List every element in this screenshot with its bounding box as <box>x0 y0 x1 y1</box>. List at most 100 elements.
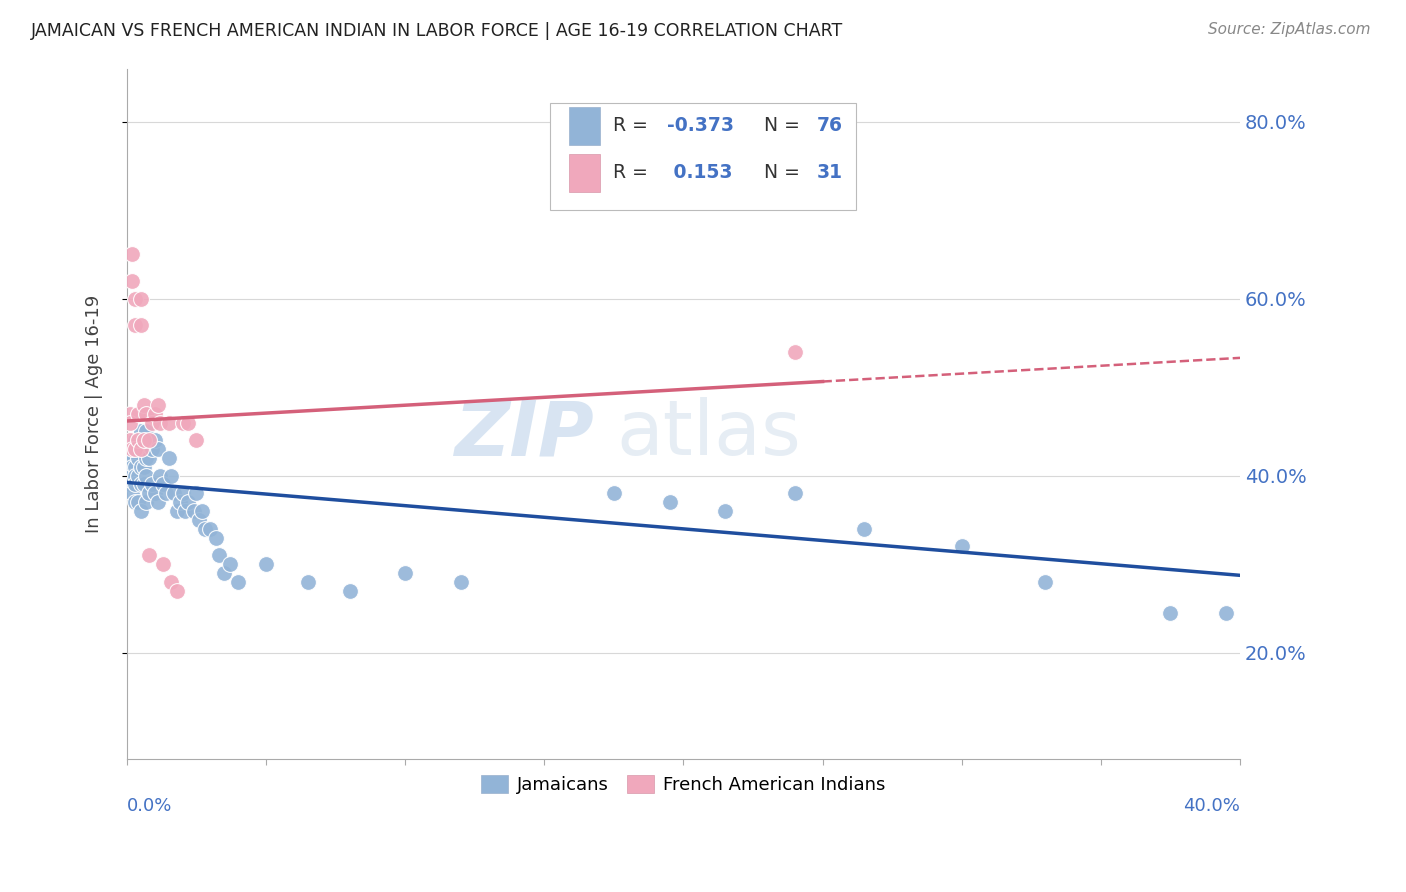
Point <box>547 159 569 173</box>
Point <box>218 557 240 571</box>
Text: 40.0%: 40.0% <box>1184 797 1240 814</box>
Point <box>658 495 681 509</box>
Point <box>135 450 157 465</box>
Point <box>186 433 208 447</box>
Point <box>152 557 174 571</box>
Text: 0.0%: 0.0% <box>127 797 173 814</box>
Point <box>450 574 472 589</box>
Point <box>714 504 737 518</box>
Point <box>169 495 191 509</box>
Point <box>124 477 146 491</box>
Point <box>208 548 231 562</box>
Point <box>214 566 236 580</box>
Point <box>121 468 143 483</box>
Point <box>339 583 361 598</box>
Point <box>121 450 143 465</box>
Text: atlas: atlas <box>617 397 801 471</box>
FancyBboxPatch shape <box>569 153 600 192</box>
Point <box>143 407 166 421</box>
Point <box>118 416 141 430</box>
Point <box>129 292 152 306</box>
Point <box>127 468 149 483</box>
Point <box>135 495 157 509</box>
Point <box>129 318 152 333</box>
Y-axis label: In Labor Force | Age 16-19: In Labor Force | Age 16-19 <box>86 294 103 533</box>
Point <box>129 477 152 491</box>
Point <box>132 442 155 456</box>
Point <box>163 486 186 500</box>
Point <box>254 557 277 571</box>
Point <box>183 504 205 518</box>
Point <box>121 459 143 474</box>
Point <box>118 468 141 483</box>
Point <box>143 486 166 500</box>
Point <box>191 504 214 518</box>
Point <box>149 468 172 483</box>
Point <box>124 433 146 447</box>
Point <box>186 486 208 500</box>
Point <box>205 531 228 545</box>
Point <box>141 416 163 430</box>
Point <box>297 574 319 589</box>
Point <box>118 433 141 447</box>
Point <box>138 450 160 465</box>
Point <box>124 442 146 456</box>
Point <box>149 416 172 430</box>
Point <box>127 495 149 509</box>
Point <box>135 468 157 483</box>
Point <box>121 442 143 456</box>
Point <box>135 425 157 439</box>
Point <box>127 450 149 465</box>
Point <box>194 522 217 536</box>
Point <box>132 459 155 474</box>
Point <box>132 477 155 491</box>
Point <box>146 442 169 456</box>
Point <box>124 292 146 306</box>
Point <box>138 433 160 447</box>
Point <box>127 433 149 447</box>
Point <box>200 522 222 536</box>
Point <box>129 459 152 474</box>
Point <box>132 433 155 447</box>
FancyBboxPatch shape <box>550 103 856 210</box>
Point <box>121 274 143 288</box>
Text: N =: N = <box>752 163 807 182</box>
Point <box>166 504 188 518</box>
Text: -0.373: -0.373 <box>666 116 734 135</box>
Point <box>226 574 249 589</box>
Point <box>155 486 177 500</box>
Point <box>188 513 211 527</box>
Text: 31: 31 <box>817 163 844 182</box>
Point <box>129 504 152 518</box>
Point <box>121 442 143 456</box>
Point <box>1215 606 1237 620</box>
Point <box>129 442 152 456</box>
Point <box>124 318 146 333</box>
Point <box>127 433 149 447</box>
Point <box>603 486 626 500</box>
Point <box>177 495 200 509</box>
Point <box>129 442 152 456</box>
Point <box>783 486 806 500</box>
Point <box>118 459 141 474</box>
Text: N =: N = <box>752 116 807 135</box>
Point <box>394 566 416 580</box>
Point <box>118 477 141 491</box>
Point <box>141 442 163 456</box>
Point <box>138 548 160 562</box>
Point <box>174 504 197 518</box>
Point <box>121 247 143 261</box>
Point <box>152 477 174 491</box>
Point <box>141 477 163 491</box>
Point <box>135 407 157 421</box>
Text: Source: ZipAtlas.com: Source: ZipAtlas.com <box>1208 22 1371 37</box>
Text: 0.153: 0.153 <box>666 163 733 182</box>
Text: R =: R = <box>613 163 654 182</box>
Point <box>157 416 180 430</box>
Point <box>160 574 183 589</box>
Text: 76: 76 <box>817 116 844 135</box>
Point <box>118 450 141 465</box>
Point <box>121 486 143 500</box>
Point <box>143 433 166 447</box>
Point <box>166 583 188 598</box>
